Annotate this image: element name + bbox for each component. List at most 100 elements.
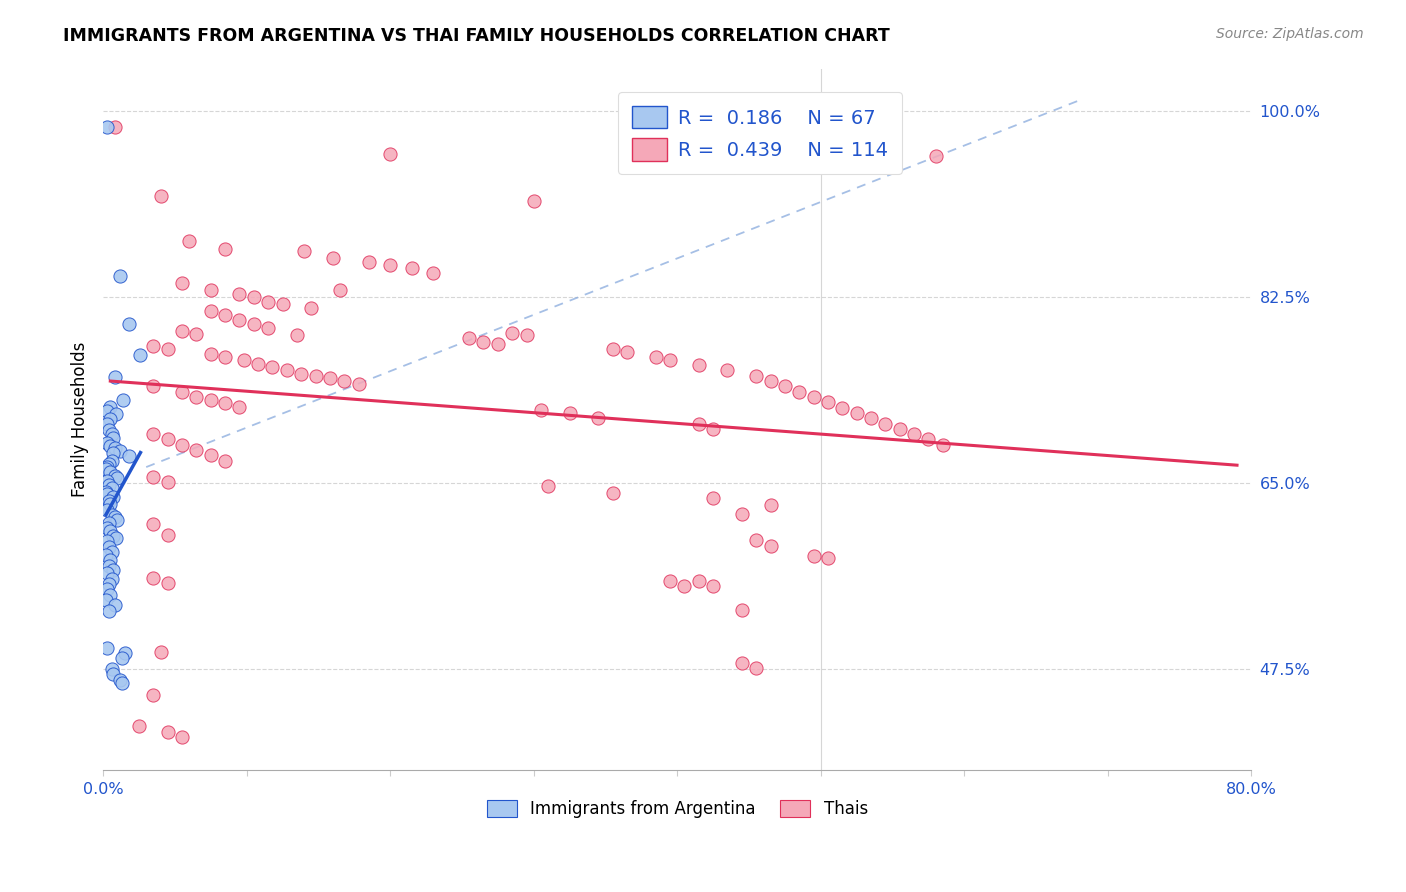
Point: [107, 471, 129, 485]
Point: [702, 422, 724, 436]
Point: [688, 574, 710, 588]
Point: [97, 494, 120, 508]
Point: [170, 384, 193, 399]
Point: [104, 369, 127, 384]
Point: [101, 667, 124, 681]
Point: [486, 336, 509, 351]
Point: [98, 497, 121, 511]
Point: [118, 450, 141, 464]
Point: [118, 317, 141, 331]
Point: [357, 255, 380, 269]
Point: [458, 331, 481, 345]
Point: [875, 417, 897, 431]
Point: [156, 433, 179, 447]
Point: [156, 724, 179, 739]
Point: [104, 120, 127, 134]
Point: [745, 661, 768, 675]
Point: [817, 551, 839, 566]
Point: [817, 395, 839, 409]
Point: [97, 577, 120, 591]
Point: [257, 295, 280, 310]
Point: [97, 558, 120, 573]
Point: [659, 352, 682, 367]
Point: [702, 579, 724, 593]
Point: [200, 303, 222, 318]
Point: [787, 384, 810, 399]
Point: [304, 368, 326, 383]
Point: [271, 297, 294, 311]
Point: [98, 552, 121, 566]
Point: [179, 234, 201, 248]
Point: [149, 189, 172, 203]
Point: [472, 334, 495, 349]
Point: [104, 441, 127, 455]
Point: [845, 406, 868, 420]
Point: [745, 533, 768, 548]
Point: [731, 602, 754, 616]
Point: [759, 374, 782, 388]
Point: [889, 422, 911, 436]
Point: [96, 486, 118, 500]
Point: [745, 368, 768, 383]
Point: [228, 313, 250, 327]
Point: [247, 357, 270, 371]
Point: [186, 327, 208, 342]
Point: [94, 484, 117, 499]
Point: [96, 120, 118, 134]
Point: [96, 521, 118, 535]
Point: [100, 453, 122, 467]
Point: [262, 360, 284, 375]
Point: [111, 651, 134, 665]
Point: [831, 401, 853, 415]
Point: [100, 481, 122, 495]
Point: [170, 324, 193, 338]
Point: [101, 563, 124, 577]
Point: [97, 540, 120, 554]
Point: [142, 427, 165, 442]
Point: [94, 549, 117, 563]
Point: [101, 446, 124, 460]
Point: [530, 402, 553, 417]
Point: [142, 517, 165, 532]
Point: [200, 449, 222, 463]
Point: [186, 443, 208, 458]
Point: [107, 513, 129, 527]
Point: [214, 453, 236, 467]
Point: [128, 719, 150, 733]
Point: [97, 457, 120, 471]
Point: [142, 571, 165, 585]
Point: [380, 258, 402, 272]
Point: [200, 393, 222, 408]
Point: [523, 194, 546, 209]
Point: [104, 510, 127, 524]
Point: [731, 656, 754, 670]
Point: [276, 363, 298, 377]
Point: [96, 640, 118, 655]
Point: [347, 377, 370, 392]
Point: [319, 371, 342, 385]
Point: [129, 349, 152, 363]
Point: [149, 645, 172, 659]
Point: [97, 478, 120, 492]
Point: [142, 339, 165, 353]
Point: [100, 572, 122, 586]
Point: [588, 411, 610, 425]
Point: [142, 688, 165, 702]
Point: [759, 499, 782, 513]
Point: [156, 528, 179, 542]
Point: [290, 367, 312, 381]
Point: [917, 433, 939, 447]
Point: [515, 328, 537, 343]
Point: [924, 149, 946, 163]
Point: [243, 290, 266, 304]
Point: [96, 502, 118, 516]
Point: [156, 342, 179, 356]
Point: [380, 146, 402, 161]
Text: Source: ZipAtlas.com: Source: ZipAtlas.com: [1216, 27, 1364, 41]
Point: [803, 549, 825, 564]
Point: [100, 427, 122, 442]
Point: [558, 406, 581, 420]
Point: [232, 352, 254, 367]
Point: [673, 579, 696, 593]
Point: [98, 412, 121, 426]
